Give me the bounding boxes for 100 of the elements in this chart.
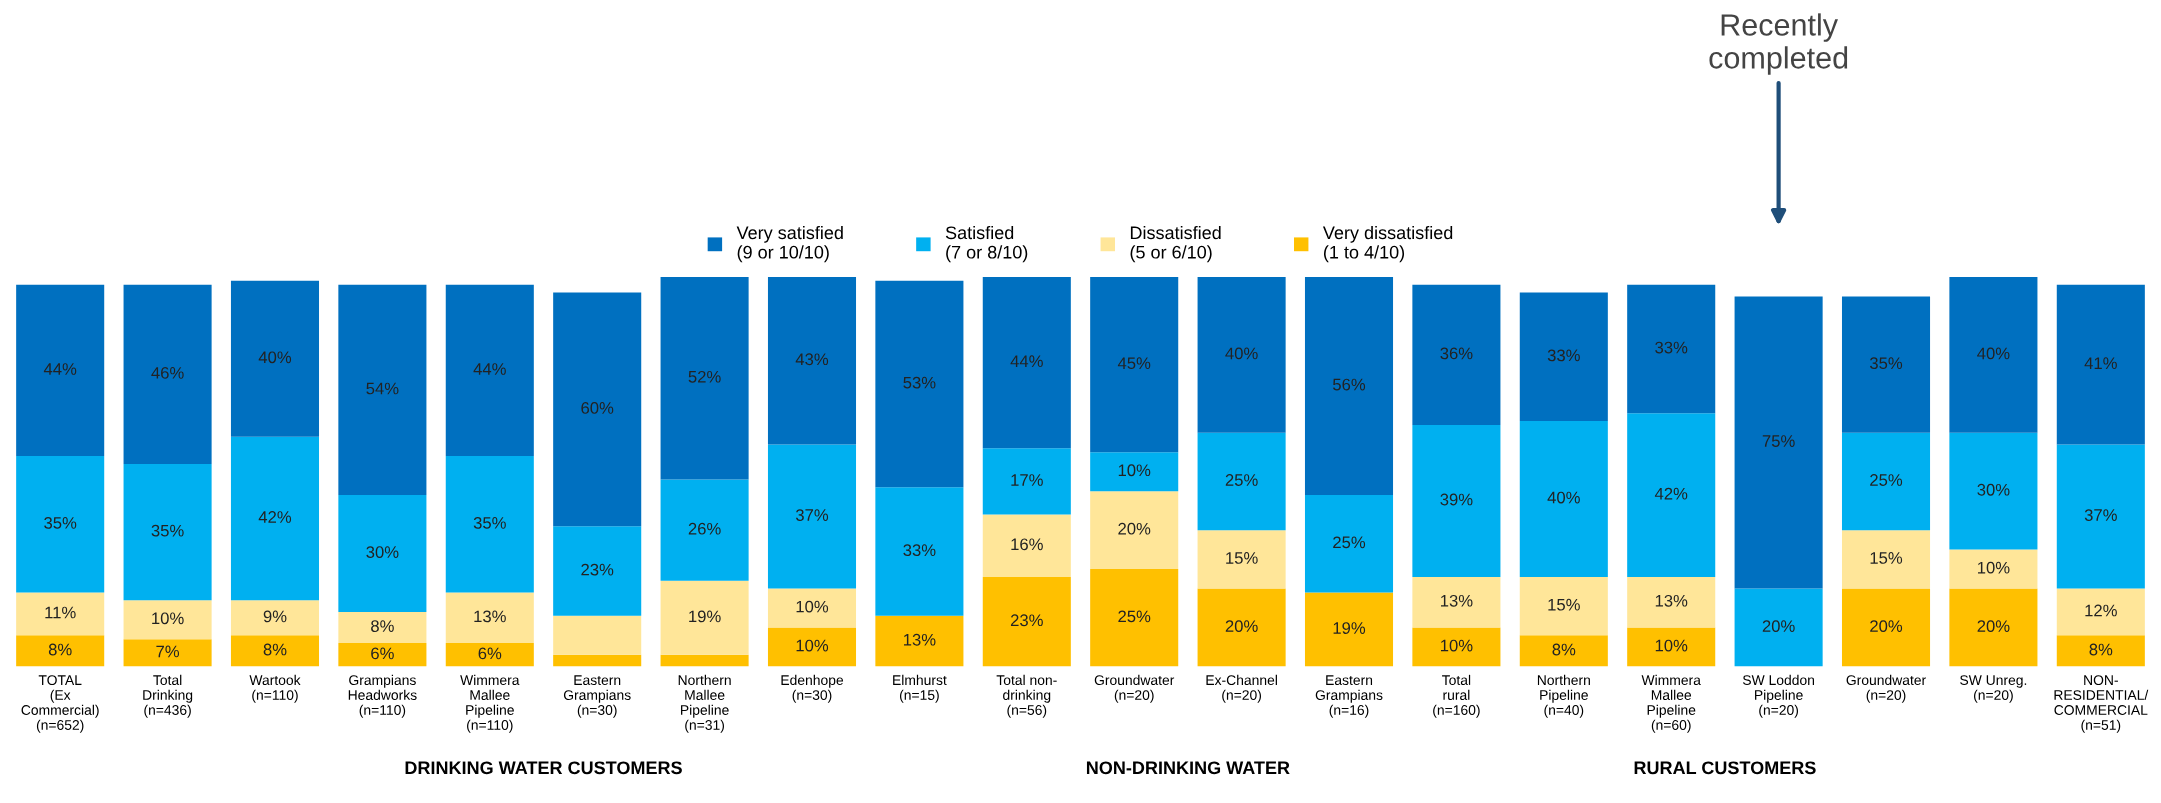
bar [1412, 284, 1501, 425]
data-label: 10% [1118, 464, 1151, 477]
bar [1197, 588, 1286, 667]
data-label: 25% [1333, 536, 1366, 549]
bar [1519, 421, 1608, 577]
bar [16, 456, 105, 593]
bar [875, 615, 964, 667]
data-label: 13% [903, 633, 936, 646]
x-tick-label: Total rural (n=160) [1433, 674, 1480, 718]
bar [553, 292, 642, 527]
bar [553, 615, 642, 655]
bar [1412, 576, 1501, 628]
data-label: 10% [796, 600, 829, 613]
bar [660, 580, 749, 655]
data-label: 9% [263, 610, 287, 623]
bar [1197, 276, 1286, 433]
bar [1841, 588, 1931, 667]
x-tick-label: Eastern Grampians (n=16) [1315, 675, 1383, 718]
data-label: 75% [1762, 435, 1795, 447]
x-tick-label: Total non- drinking (n=56) [996, 674, 1057, 718]
data-label: 60% [581, 402, 614, 414]
x-tick-label: Northern Pipeline (n=40) [1537, 674, 1590, 718]
data-label: 20% [1225, 620, 1258, 633]
bar [338, 611, 427, 644]
bar [982, 576, 1071, 667]
data-label: 33% [1547, 349, 1580, 362]
bar [1949, 549, 2038, 589]
bar [875, 487, 964, 616]
bar [1519, 635, 1608, 667]
x-tick-label: Wimmera Mallee Pipeline (n=60) [1641, 674, 1701, 733]
bar [1841, 432, 1931, 531]
text: DRINKING WATER CUSTOMERS [405, 761, 682, 775]
bar [1304, 495, 1394, 593]
data-label: 6% [478, 647, 502, 660]
data-label: 20% [1762, 620, 1795, 633]
bar [123, 600, 212, 640]
data-label: 30% [1977, 483, 2010, 496]
bar [1627, 413, 1716, 577]
bar [230, 280, 320, 437]
data-label: 25% [1225, 474, 1258, 486]
bar [2056, 284, 2145, 445]
bar [445, 643, 534, 667]
data-label: 56% [1332, 378, 1366, 391]
data-label: 36% [1440, 347, 1473, 360]
data-label: 10% [1978, 561, 2010, 574]
x-tick-label: Ex-Channel (n=20) [1206, 674, 1277, 703]
bar [1949, 276, 2038, 433]
data-label: 12% [2085, 604, 2117, 617]
data-label: 40% [1225, 347, 1258, 360]
bar [1519, 292, 1608, 422]
bar [123, 639, 212, 667]
bar [660, 276, 749, 480]
data-label: 8% [48, 643, 72, 656]
bar [1519, 576, 1608, 636]
data-label: 37% [2084, 509, 2117, 521]
x-tick-label: TOTAL (Ex Commercial) (n=652) [21, 675, 99, 733]
bar [445, 456, 534, 593]
legend-label: Dissatisfied (5 or 6/10) [1130, 225, 1221, 263]
data-label: 16% [1011, 538, 1043, 551]
data-label: 30% [366, 546, 399, 558]
bar [16, 592, 105, 636]
x-tick-label: Eastern Grampians (n=30) [563, 675, 631, 718]
bar [767, 444, 857, 589]
x-tick-label: Northern Mallee Pipeline (n=31) [678, 674, 731, 733]
x-tick-label: Total Drinking (n=436) [143, 674, 193, 718]
data-label: 33% [1655, 341, 1688, 354]
data-label: 19% [689, 610, 721, 623]
data-label: 15% [1226, 552, 1258, 564]
bar [1304, 592, 1394, 667]
data-label: 25% [1870, 474, 1903, 486]
bar [445, 284, 534, 457]
data-label: 33% [903, 544, 936, 557]
data-label: 40% [258, 351, 292, 364]
bar [1197, 530, 1286, 589]
bar [1627, 627, 1716, 667]
x-tick-label: Grampians Headworks (n=110) [348, 674, 417, 718]
bar [338, 643, 427, 667]
bar [982, 514, 1071, 577]
data-label: 23% [581, 563, 614, 576]
legend-label: Very satisfied (9 or 10/10) [736, 225, 843, 263]
bar [2056, 588, 2145, 636]
data-label: 20% [1118, 522, 1151, 535]
bar [1090, 569, 1179, 667]
data-label: 46% [151, 366, 184, 379]
bar [767, 588, 857, 628]
bar [767, 276, 857, 445]
bar [1841, 296, 1931, 433]
data-label: 44% [473, 363, 506, 375]
data-label: 13% [474, 610, 506, 623]
bar [123, 463, 212, 601]
text: NON-DRINKING WATER [1086, 761, 1290, 775]
bar [123, 284, 212, 464]
legend-label: Very dissatisfied (1 to 4/10) [1322, 225, 1453, 263]
bar [1090, 276, 1179, 453]
data-label: 7% [156, 645, 180, 658]
data-label: 41% [2084, 357, 2117, 369]
data-label: 44% [43, 363, 77, 375]
data-label: 37% [795, 509, 829, 521]
data-label: 11% [45, 606, 76, 619]
data-label: 17% [1011, 474, 1043, 486]
